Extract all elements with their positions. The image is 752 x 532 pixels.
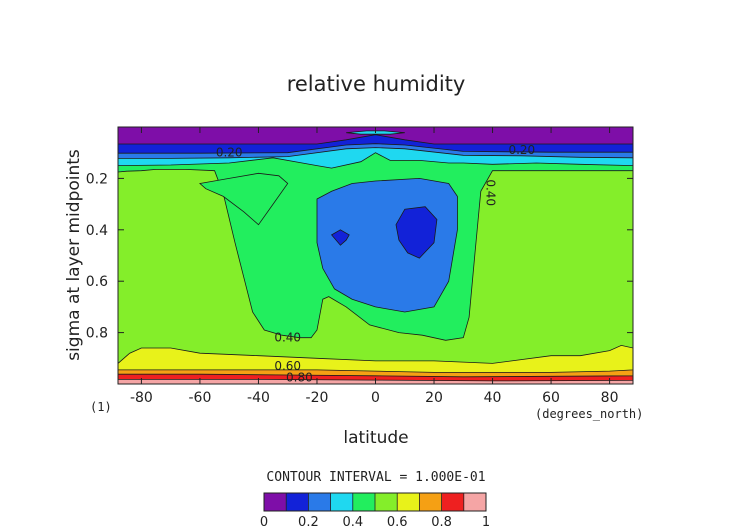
colorbar-swatch (286, 493, 309, 511)
y-tick-label: 0.8 (86, 326, 108, 342)
x-axis-label: latitude (343, 428, 408, 448)
colorbar-swatch (375, 493, 398, 511)
x-tick-label: 60 (542, 390, 560, 406)
contour-label: 0.20 (216, 146, 243, 160)
y-unit-label: (1) (90, 400, 112, 414)
colorbar-tick-label: 0.8 (431, 515, 452, 530)
colorbar-swatch (308, 493, 331, 511)
contour-region-4 (330, 229, 350, 246)
colorbar-frame (263, 492, 487, 512)
x-tick-label: 0 (371, 390, 380, 406)
colorbar-tick-label: 0 (260, 515, 268, 530)
x-tick-label: -80 (130, 390, 153, 406)
y-axis-label: sigma at layer midpoints (64, 149, 84, 361)
contour-label: 0.40 (274, 331, 301, 345)
contour-region-0 (118, 127, 633, 145)
chart-title: relative humidity (287, 72, 466, 96)
contour-region-5 (395, 206, 438, 259)
colorbar-swatch (397, 493, 420, 511)
y-tick-label: 0.6 (86, 274, 108, 290)
colorbar-swatch (330, 493, 354, 511)
contour-label: 0.20 (508, 143, 535, 157)
x-tick-label: -60 (188, 390, 211, 406)
y-tick-label: 0.4 (86, 223, 108, 239)
colorbar-swatch (419, 493, 442, 511)
colorbar-swatch (463, 493, 487, 511)
colorbar-swatch (352, 493, 376, 511)
plot-area: -80 -60 -40 -20 0 20 40 60 80 0.2 0.4 0.6 0.8 0.20 0… (86, 126, 634, 406)
contour-label: 0.60 (274, 359, 301, 373)
x-tick-label: 40 (484, 390, 502, 406)
x-unit-label: (degrees_north) (535, 407, 643, 421)
colorbar-swatch (441, 493, 465, 511)
x-tick-label: -20 (306, 390, 329, 406)
x-tick-label: 80 (601, 390, 619, 406)
colorbar-tick-label: 0.6 (387, 515, 408, 530)
contour-interval-text: CONTOUR INTERVAL = 1.000E-01 (266, 470, 485, 485)
x-tick-label: -40 (247, 390, 270, 406)
colorbar-swatch (264, 493, 287, 511)
x-tick-label: 20 (425, 390, 443, 406)
colorbar: 0 0.2 0.4 0.6 0.8 1 (260, 492, 490, 530)
colorbar-tick-label: 0.2 (298, 515, 319, 530)
contour-label: 0.80 (286, 371, 313, 385)
y-tick-label: 0.2 (86, 171, 108, 187)
colorbar-tick-label: 0.4 (342, 515, 363, 530)
contour-region-2 (199, 172, 289, 226)
contour-label: 0.40 (484, 179, 498, 206)
colorbar-tick-label: 1 (482, 515, 490, 530)
